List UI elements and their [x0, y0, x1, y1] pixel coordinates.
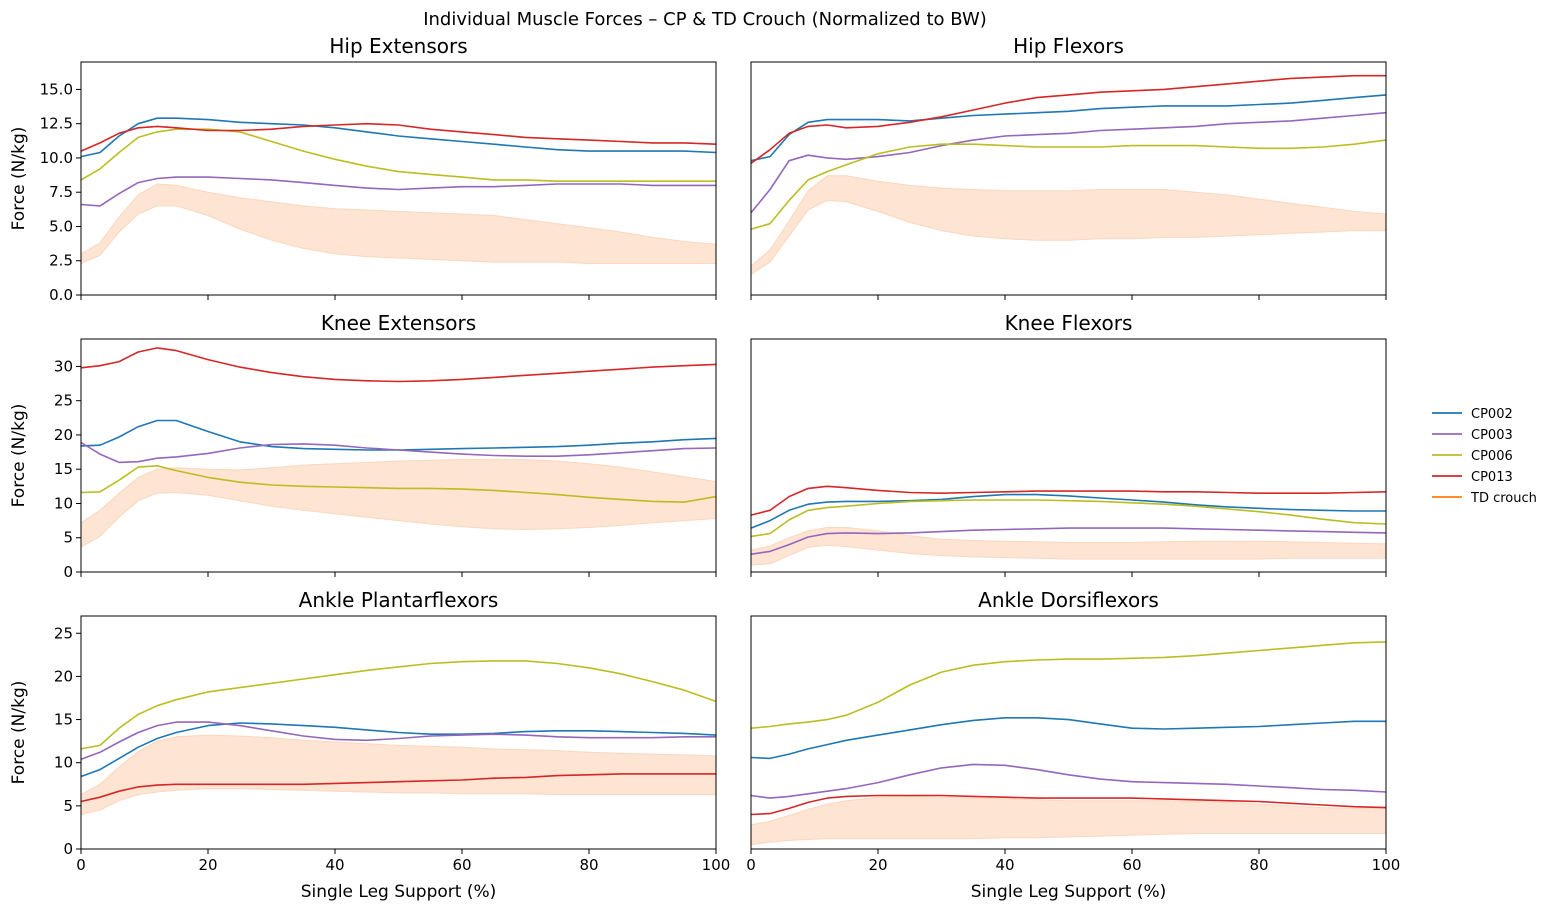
- axes-frame: [80, 61, 717, 296]
- panel-ankle-plantarflexors: Ankle Plantarflexors 0 20 40 60 80 100 0 5 10 15 20…: [9, 588, 730, 902]
- series-line-cp013: [750, 794, 1387, 816]
- series-line-cp003: [80, 176, 716, 207]
- y-tick-label: 10.0: [40, 149, 73, 167]
- legend-entry-cp003: CP003: [1432, 428, 1513, 443]
- series-line-cp006: [80, 464, 717, 503]
- series-line-cp003: [750, 527, 1387, 555]
- series-line-cp013: [80, 122, 717, 152]
- legend-label: CP003: [1471, 428, 1513, 443]
- td-crouch-band: [80, 734, 717, 816]
- legend-entry-cp013: CP013: [1432, 470, 1513, 485]
- panel-title: Ankle Plantarflexors: [299, 588, 499, 612]
- x-tick-label: 60: [452, 856, 471, 874]
- series-line-cp006: [750, 499, 1387, 538]
- y-tick-label: 15: [54, 460, 73, 478]
- panel-ankle-dorsiflexors: Ankle Dorsiflexors 0 20 40 60 80 100 Single Leg…: [746, 588, 1400, 902]
- legend-label: CP002: [1471, 407, 1513, 422]
- series-line-cp013: [80, 347, 717, 383]
- y-tick-label: 25: [54, 624, 73, 642]
- panel-knee-flexors: Knee Flexors: [750, 311, 1387, 577]
- panel-title: Hip Extensors: [329, 34, 467, 58]
- x-tick-label: 100: [702, 856, 731, 874]
- legend-entry-cp006: CP006: [1432, 449, 1513, 464]
- series-line-cp006: [750, 139, 1387, 230]
- y-tick-label: 2.5: [49, 252, 73, 270]
- y-tick-label: 7.5: [49, 183, 73, 201]
- series-line-cp002: [750, 493, 1386, 529]
- series-line-cp002: [80, 117, 717, 158]
- x-tick-label: 100: [1372, 856, 1401, 874]
- axes-frame: [750, 615, 1387, 850]
- x-tick-label: 20: [198, 856, 217, 874]
- y-tick-label: 5: [63, 529, 73, 547]
- panel-hip-flexors: Hip Flexors: [750, 34, 1387, 300]
- axes-frame: [80, 338, 717, 573]
- td-crouch-band: [80, 183, 717, 265]
- series-line-cp003: [750, 111, 1387, 214]
- y-tick-label: 15: [54, 711, 73, 729]
- series-line-cp013: [750, 74, 1386, 165]
- td-crouch-band: [750, 175, 1387, 276]
- legend: CP002 CP003 CP006 CP013 TD crouch: [1432, 407, 1537, 506]
- axes-frame: [750, 338, 1387, 573]
- series-line-cp002: [80, 419, 717, 451]
- y-tick-label: 25: [54, 392, 73, 410]
- x-tick-label: 20: [868, 856, 887, 874]
- y-tick-label: 20: [54, 426, 73, 444]
- series-line-cp003: [750, 763, 1387, 799]
- y-tick-label: 12.5: [40, 115, 73, 133]
- y-tick-label: 5: [63, 797, 73, 815]
- axes-frame: [80, 615, 717, 850]
- series-line-cp003: [80, 721, 716, 761]
- series-line-cp006: [80, 660, 717, 750]
- x-tick-label: 40: [995, 856, 1014, 874]
- x-axis-label: Single Leg Support (%): [971, 882, 1167, 902]
- y-tick-label: 15.0: [40, 80, 73, 98]
- y-tick-label: 0.0: [49, 286, 73, 304]
- panel-title: Ankle Dorsiflexors: [978, 588, 1159, 612]
- series-line-cp013: [750, 485, 1387, 516]
- y-axis-label: Force (N/kg): [9, 127, 29, 231]
- panel-hip-extensors: Hip Extensors 0.0 2.5 5.0 7.5 10.0 12.5 15.0 For…: [9, 34, 717, 304]
- series-line-cp003: [80, 441, 717, 464]
- y-tick-label: 30: [54, 357, 73, 375]
- x-tick-label: 40: [325, 856, 344, 874]
- x-axis-label: Single Leg Support (%): [301, 882, 497, 902]
- legend-label: CP006: [1471, 449, 1513, 464]
- td-crouch-band: [80, 459, 717, 549]
- x-tick-label: 60: [1122, 856, 1141, 874]
- legend-label: TD crouch: [1470, 491, 1537, 506]
- legend-entry-cp002: CP002: [1432, 407, 1513, 422]
- panel-title: Knee Extensors: [321, 311, 476, 335]
- x-tick-label: 0: [76, 856, 86, 874]
- panels: Hip Extensors 0.0 2.5 5.0 7.5 10.0 12.5 15.0 For…: [9, 34, 1400, 902]
- series-line-cp013: [80, 773, 716, 803]
- legend-entry-td-crouch: TD crouch: [1432, 491, 1537, 506]
- x-tick-label: 80: [579, 856, 598, 874]
- legend-label: CP013: [1471, 470, 1513, 485]
- series-line-cp002: [750, 716, 1386, 760]
- panel-knee-extensors: Knee Extensors 0 5 10 15 20 25 30 Force (N/kg): [9, 311, 717, 581]
- series-line-cp006: [80, 128, 716, 182]
- y-tick-label: 20: [54, 667, 73, 685]
- y-axis-label: Force (N/kg): [9, 404, 29, 508]
- y-tick-label: 5.0: [49, 217, 73, 235]
- panel-title: Hip Flexors: [1013, 34, 1124, 58]
- x-tick-label: 80: [1249, 856, 1268, 874]
- y-axis-label: Force (N/kg): [9, 681, 29, 785]
- series-line-cp002: [750, 94, 1387, 162]
- series-line-cp002: [80, 722, 717, 778]
- x-tick-label: 0: [746, 856, 756, 874]
- y-tick-label: 10: [54, 494, 73, 512]
- y-tick-label: 10: [54, 754, 73, 772]
- panel-title: Knee Flexors: [1005, 311, 1133, 335]
- y-tick-label: 0: [63, 840, 73, 858]
- figure-title: Individual Muscle Forces – CP & TD Crouc…: [423, 9, 987, 30]
- y-tick-label: 0: [63, 563, 73, 581]
- axes-frame: [750, 61, 1387, 296]
- series-line-cp006: [750, 641, 1387, 729]
